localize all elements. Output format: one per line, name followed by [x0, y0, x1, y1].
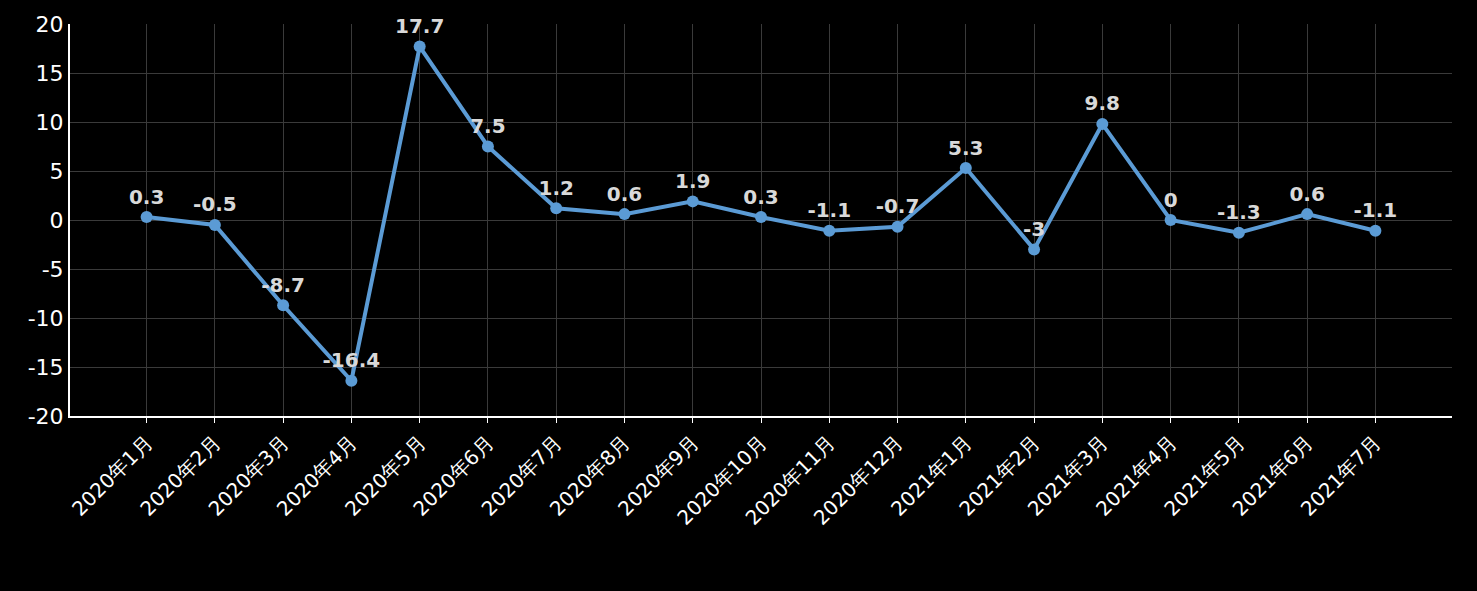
svg-text:2020年6月: 2020年6月	[408, 431, 498, 521]
svg-text:20: 20	[36, 12, 64, 37]
svg-text:2021年3月: 2021年3月	[1023, 431, 1113, 521]
svg-text:2021年4月: 2021年4月	[1091, 431, 1181, 521]
svg-text:0.3: 0.3	[129, 185, 164, 209]
svg-text:17.7: 17.7	[395, 14, 444, 38]
svg-text:2021年1月: 2021年1月	[886, 431, 976, 521]
svg-text:15: 15	[36, 61, 64, 86]
svg-text:2020年1月: 2020年1月	[67, 431, 157, 521]
svg-text:-8.7: -8.7	[261, 273, 305, 297]
svg-text:-0.5: -0.5	[193, 192, 237, 216]
svg-text:-1.1: -1.1	[807, 198, 851, 222]
svg-text:1.9: 1.9	[675, 169, 710, 193]
svg-text:2020年9月: 2020年9月	[613, 431, 703, 521]
svg-text:5: 5	[50, 159, 64, 184]
svg-text:2020年12月: 2020年12月	[809, 431, 908, 530]
svg-text:10: 10	[36, 110, 64, 135]
svg-text:-3: -3	[1023, 217, 1045, 241]
svg-text:7.5: 7.5	[470, 114, 505, 138]
svg-text:2021年5月: 2021年5月	[1159, 431, 1249, 521]
svg-text:-0.7: -0.7	[876, 194, 920, 218]
svg-text:-16.4: -16.4	[323, 348, 381, 372]
svg-text:-10: -10	[28, 306, 64, 331]
svg-text:2020年11月: 2020年11月	[741, 431, 840, 530]
svg-text:0: 0	[50, 208, 64, 233]
svg-text:2021年7月: 2021年7月	[1296, 431, 1386, 521]
svg-text:2020年10月: 2020年10月	[672, 431, 771, 530]
svg-text:0.6: 0.6	[1289, 182, 1324, 206]
svg-text:2020年2月: 2020年2月	[135, 431, 225, 521]
svg-text:5.3: 5.3	[948, 136, 983, 160]
svg-text:-15: -15	[28, 355, 64, 380]
svg-text:2020年4月: 2020年4月	[272, 431, 362, 521]
svg-text:9.8: 9.8	[1085, 91, 1120, 115]
svg-text:2020年3月: 2020年3月	[203, 431, 293, 521]
svg-text:0.3: 0.3	[743, 185, 778, 209]
svg-text:2020年7月: 2020年7月	[477, 431, 567, 521]
svg-text:-1.3: -1.3	[1217, 200, 1261, 224]
svg-text:1.2: 1.2	[538, 176, 573, 200]
svg-text:-5: -5	[42, 257, 64, 282]
svg-text:-1.1: -1.1	[1354, 198, 1398, 222]
svg-text:2020年8月: 2020年8月	[545, 431, 635, 521]
svg-text:0.6: 0.6	[607, 182, 642, 206]
svg-text:-20: -20	[28, 404, 64, 429]
svg-text:2021年2月: 2021年2月	[954, 431, 1044, 521]
svg-text:0: 0	[1164, 188, 1178, 212]
svg-text:2020年5月: 2020年5月	[340, 431, 430, 521]
svg-text:2021年6月: 2021年6月	[1227, 431, 1317, 521]
